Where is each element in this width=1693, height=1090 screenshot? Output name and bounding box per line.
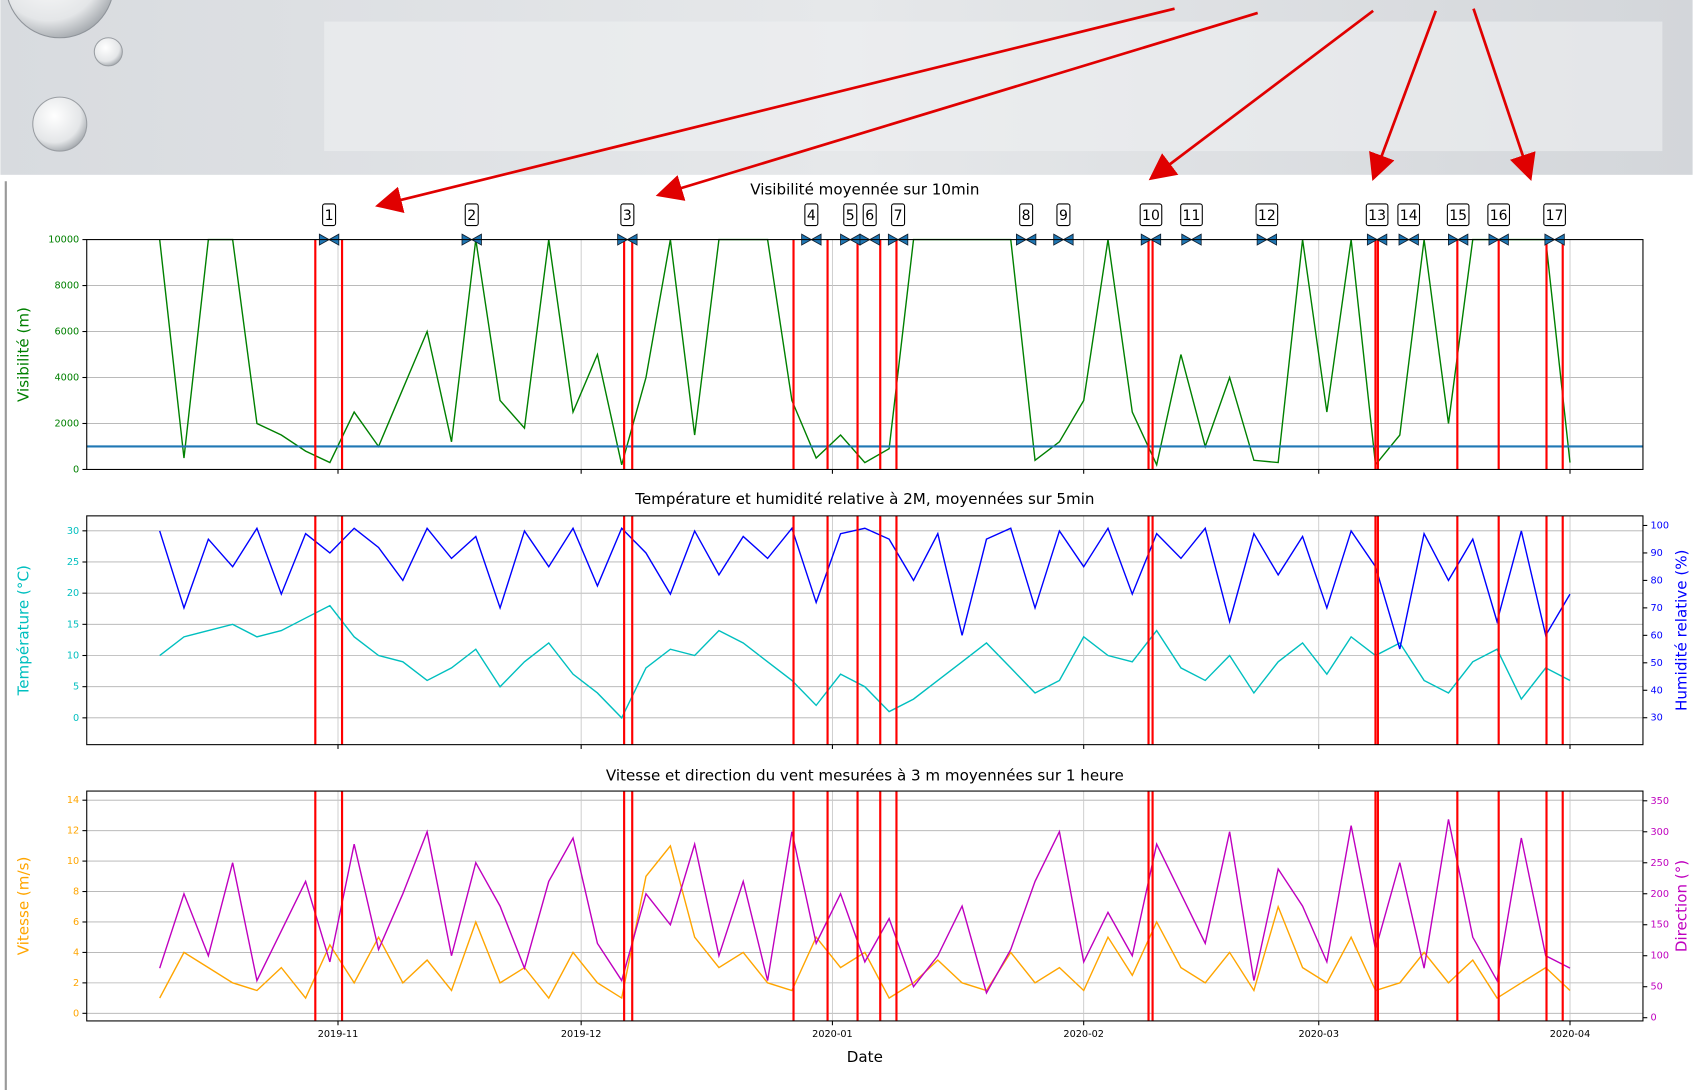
x-tick-label: 2019-11 (318, 1029, 359, 1040)
plot-area (87, 516, 1643, 745)
y-tick-label: 12 (67, 826, 79, 837)
y-tick-label: 30 (67, 526, 79, 537)
event-label: 11 (1183, 208, 1201, 224)
event-label: 3 (623, 208, 632, 224)
x-tick-label: 2020-01 (812, 1029, 853, 1040)
y2-tick-label: 90 (1651, 548, 1663, 559)
y2-axis-label: Humidité relative (%) (1672, 550, 1690, 711)
y-tick-label: 6000 (54, 327, 79, 338)
event-label: 15 (1449, 208, 1467, 224)
y2-tick-label: 200 (1651, 889, 1670, 900)
y-tick-label: 8000 (54, 281, 79, 292)
y2-axis-label: Direction (°) (1672, 860, 1690, 952)
x-tick-label: 2020-02 (1063, 1029, 1104, 1040)
event-label: 7 (894, 208, 903, 224)
page: Visibilité moyennée sur 10min02000400060… (0, 0, 1693, 1090)
y-tick-label: 2 (73, 978, 79, 989)
y-tick-label: 2000 (54, 418, 79, 429)
y2-tick-label: 80 (1651, 575, 1663, 586)
panel: Température et humidité relative à 2M, m… (15, 490, 1691, 749)
y2-tick-label: 60 (1651, 630, 1663, 641)
event-label: 2 (467, 208, 476, 224)
y-tick-label: 4 (73, 947, 79, 958)
y-tick-label: 10 (67, 651, 79, 662)
bubble (33, 97, 87, 151)
y-tick-label: 14 (67, 795, 79, 806)
bubble (94, 38, 122, 66)
y-tick-label: 0 (73, 464, 79, 475)
y2-tick-label: 50 (1651, 658, 1663, 669)
y-axis-label: Température (°C) (15, 565, 33, 696)
y-tick-label: 6 (73, 917, 79, 928)
y-tick-label: 8 (73, 887, 79, 898)
event-label: 10 (1142, 208, 1160, 224)
y-tick-label: 0 (73, 713, 79, 724)
event-label: 13 (1368, 208, 1386, 224)
x-tick-label: 2020-04 (1550, 1029, 1591, 1040)
panel: Visibilité moyennée sur 10min 0 2000 4000 60… (15, 180, 1643, 475)
y2-tick-label: 100 (1651, 520, 1670, 531)
header-blur (324, 22, 1662, 152)
event-label: 12 (1258, 208, 1276, 224)
y2-tick-label: 300 (1651, 827, 1670, 838)
y-tick-label: 10 (67, 856, 79, 867)
y-tick-label: 25 (67, 557, 79, 568)
chart-title: Visibilité moyennée sur 10min (750, 180, 979, 198)
y-tick-label: 15 (67, 619, 79, 630)
y-tick-label: 4000 (54, 373, 79, 384)
y2-tick-label: 40 (1651, 685, 1663, 696)
y2-tick-label: 30 (1651, 713, 1663, 724)
x-axis-label: Date (847, 1048, 883, 1066)
y-tick-label: 5 (73, 682, 79, 693)
x-tick-label: 2019-12 (561, 1029, 602, 1040)
chart-title: Vitesse et direction du vent mesurées à … (606, 766, 1124, 784)
event-label: 5 (846, 208, 855, 224)
panel: Vitesse et direction du vent mesurées à … (15, 766, 1691, 1066)
y2-tick-label: 350 (1651, 796, 1670, 807)
y-tick-label: 10000 (48, 235, 79, 246)
y2-tick-label: 150 (1651, 920, 1670, 931)
x-tick-label: 2020-03 (1298, 1029, 1339, 1040)
event-label: 17 (1546, 208, 1564, 224)
event-label: 1 (325, 208, 334, 224)
y2-tick-label: 0 (1651, 1013, 1657, 1024)
event-label: 4 (807, 208, 816, 224)
y-axis-label: Vitesse (m/s) (15, 857, 33, 956)
y2-tick-label: 70 (1651, 603, 1663, 614)
event-label: 14 (1400, 208, 1418, 224)
event-label: 8 (1022, 208, 1031, 224)
y-tick-label: 0 (73, 1008, 79, 1019)
chart-title: Température et humidité relative à 2M, m… (634, 490, 1094, 508)
figure: Visibilité moyennée sur 10min02000400060… (0, 0, 1693, 1090)
event-label: 6 (865, 208, 874, 224)
event-label: 16 (1490, 208, 1508, 224)
y2-tick-label: 100 (1651, 951, 1670, 962)
y-axis-label: Visibilité (m) (15, 307, 33, 402)
y-tick-label: 20 (67, 588, 79, 599)
event-label: 9 (1059, 208, 1068, 224)
y2-tick-label: 250 (1651, 858, 1670, 869)
y2-tick-label: 50 (1651, 982, 1663, 993)
